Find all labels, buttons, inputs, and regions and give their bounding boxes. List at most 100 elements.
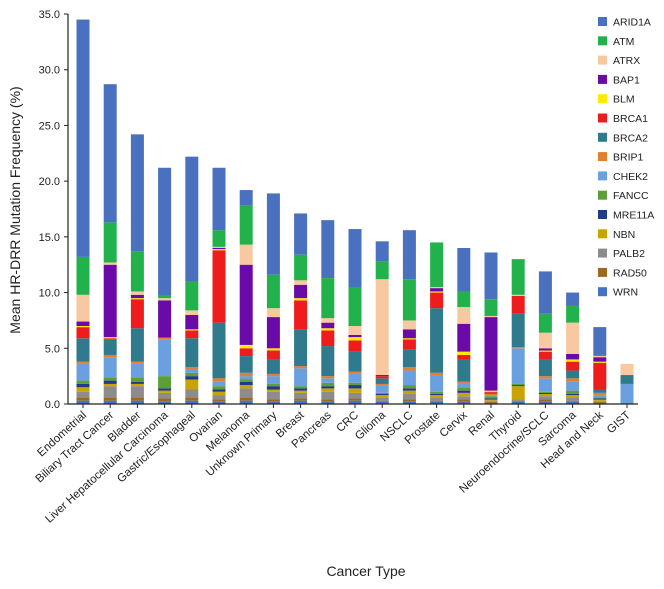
legend-label-arid1a: ARID1A (613, 17, 651, 29)
bar-segment-fancc (566, 390, 580, 394)
legend-label-rad50: RAD50 (613, 267, 647, 279)
bar-segment-atrx (158, 298, 172, 301)
bar-segment-rad50 (511, 400, 525, 402)
bar-segment-palb2 (457, 396, 471, 400)
bar-segment-fancc (130, 377, 144, 382)
bar-segment-mre11a (566, 393, 580, 396)
bar-segment-blm (538, 350, 552, 352)
bar-segment-wrn (430, 401, 444, 404)
bar-segment-fancc (239, 379, 253, 382)
legend-swatch-blm (598, 94, 607, 104)
bar-segment-blm (294, 298, 308, 301)
legend-label-brca2: BRCA2 (613, 132, 648, 144)
bar-segment-palb2 (348, 392, 362, 399)
bar-segment-brca1 (457, 354, 471, 360)
bar-segment-nbn (593, 399, 607, 401)
bar-segment-brip1 (538, 376, 552, 379)
bar-segment-chek2 (266, 376, 280, 384)
bar-segment-bap1 (457, 323, 471, 352)
bar-segment-atm (457, 291, 471, 308)
bar-segment-wrn (130, 400, 144, 404)
bar-segment-atrx (321, 318, 335, 323)
bar-segment-mre11a (158, 388, 172, 391)
bar-segment-fancc (402, 385, 416, 389)
bar-segment-brip1 (457, 381, 471, 384)
bar-segment-rad50 (593, 401, 607, 403)
bar-segment-mre11a (321, 386, 335, 389)
bar-segment-palb2 (185, 389, 199, 398)
bar-segment-brca1 (185, 330, 199, 339)
bar-segment-blm (593, 361, 607, 363)
bar-segment-rad50 (158, 398, 172, 402)
bar-segment-bap1 (430, 288, 444, 292)
bar-segment-blm (321, 328, 335, 331)
bar-segment-palb2 (484, 400, 498, 402)
bar-segment-palb2 (375, 397, 389, 401)
bar-segment-atm (294, 254, 308, 281)
bar-segment-rad50 (538, 399, 552, 402)
bar-segment-rad50 (375, 400, 389, 402)
bar-segment-wrn (76, 400, 90, 404)
bar-segment-brca1 (239, 348, 253, 357)
bar-segment-chek2 (593, 395, 607, 398)
bar-segment-chek2 (348, 373, 362, 383)
bar-segment-fancc (212, 386, 226, 390)
bar-segment-brca2 (484, 392, 498, 394)
bar-segment-fancc (375, 392, 389, 394)
bar-segment-palb2 (103, 386, 117, 398)
y-tick-label: 0.0 (45, 399, 60, 411)
bar-segment-atm (158, 295, 172, 299)
bar-segment-brip1 (158, 338, 172, 340)
bar-segment-brca1 (130, 299, 144, 329)
bar-segment-palb2 (266, 391, 280, 400)
bar-segment-bap1 (212, 248, 226, 250)
bar-segment-atrx (484, 315, 498, 318)
bar-segment-chek2 (212, 381, 226, 387)
bar-segment-atrx (538, 332, 552, 349)
bar-segment-mre11a (239, 381, 253, 386)
bar-segment-brca1 (402, 339, 416, 350)
bar-segment-brip1 (375, 383, 389, 386)
bar-segment-nbn (321, 388, 335, 392)
legend-swatch-bap1 (598, 74, 607, 84)
y-tick-label: 15.0 (39, 232, 60, 244)
axes-layer: 0.05.010.015.020.025.030.035.0Endometria… (34, 9, 638, 526)
bar-segment-bap1 (76, 321, 90, 326)
legend-label-brip1: BRIP1 (613, 152, 644, 164)
bar-segment-fancc (430, 391, 444, 394)
x-tick-label: Cervix (438, 409, 470, 440)
bar-segment-bap1 (593, 357, 607, 362)
bar-segment-blm (76, 326, 90, 328)
bar-segment-arid1a (484, 252, 498, 300)
bar-segment-brca2 (511, 313, 525, 348)
bar-segment-brip1 (566, 378, 580, 382)
bar-segment-bap1 (103, 264, 117, 338)
bar-segment-nbn (103, 383, 117, 387)
bar-segment-arid1a (321, 220, 335, 279)
bar-segment-atm (239, 205, 253, 245)
bar-segment-atm (430, 242, 444, 287)
bar-segment-brip1 (130, 361, 144, 364)
bar-segment-bap1 (566, 353, 580, 360)
bar-segment-atrx (130, 291, 144, 295)
bar-segment-rad50 (266, 399, 280, 402)
bar-segment-fancc (76, 380, 90, 384)
legend-swatch-nbn (598, 229, 607, 239)
bar-segment-palb2 (158, 392, 172, 399)
bar-segment-brca1 (430, 292, 444, 309)
bar-segment-brip1 (511, 347, 525, 349)
bar-segment-brca1 (511, 295, 525, 314)
bar-segment-brca2 (239, 356, 253, 373)
bar-segment-atm (130, 251, 144, 292)
bar-segment-wrn (212, 401, 226, 404)
bar-segment-nbn (375, 395, 389, 398)
bar-segment-arid1a (593, 327, 607, 355)
x-axis-title: Cancer Type (326, 563, 405, 579)
bar-segment-blm (212, 249, 226, 251)
bar-segment-palb2 (511, 399, 525, 401)
legend-swatch-brca2 (598, 132, 607, 142)
bar-segment-atrx (348, 326, 362, 335)
bar-segment-arid1a (130, 134, 144, 252)
bar-segment-wrn (511, 401, 525, 404)
bar-segment-rad50 (348, 398, 362, 401)
